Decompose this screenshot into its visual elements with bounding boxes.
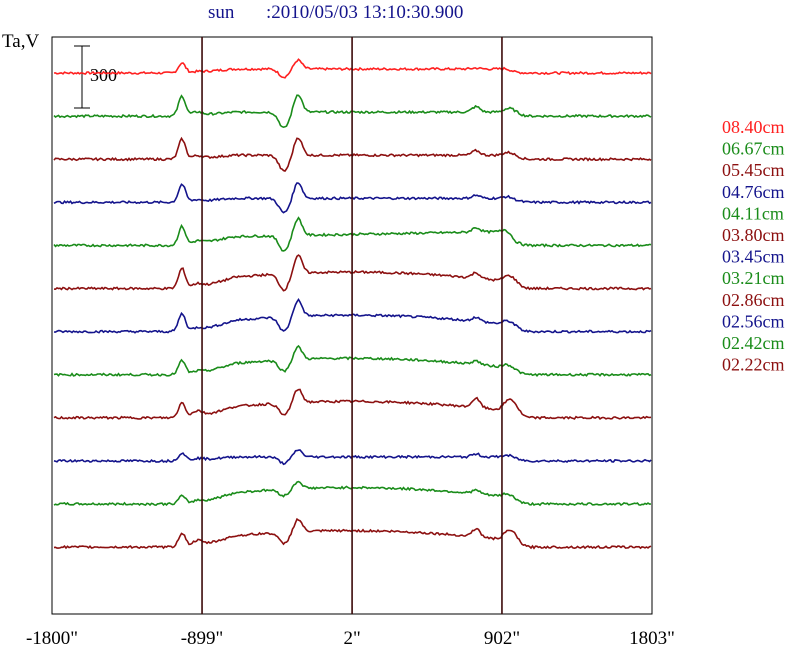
x-tick-label: 1803"	[629, 628, 675, 649]
y-axis-label: Ta,V	[2, 31, 40, 52]
legend-entry: 06.67cm	[722, 139, 785, 159]
legend-entry: 03.80cm	[722, 225, 785, 245]
legend-entry: 02.42cm	[722, 333, 785, 353]
legend-entry: 02.56cm	[722, 311, 785, 331]
x-tick-label: 2"	[343, 628, 360, 649]
scale-bar-label: 300	[90, 65, 117, 85]
legend-entry: 03.45cm	[722, 247, 785, 267]
chart-header: sun :2010/05/03 13:10:30.900	[0, 0, 797, 24]
source-label: sun	[208, 2, 235, 23]
x-tick-label: -899"	[181, 628, 224, 649]
x-tick-label: -1800"	[26, 628, 78, 649]
x-tick-label: 902"	[484, 628, 520, 649]
legend-entry: 02.86cm	[722, 290, 785, 310]
timestamp-label: :2010/05/03 13:10:30.900	[266, 2, 464, 23]
legend-entry: 04.76cm	[722, 182, 785, 202]
legend-entry: 08.40cm	[722, 117, 785, 137]
legend-entry: 04.11cm	[722, 203, 784, 223]
legend-entry: 03.21cm	[722, 268, 785, 288]
legend-entry: 02.22cm	[722, 355, 785, 375]
legend-entry: 05.45cm	[722, 160, 785, 180]
